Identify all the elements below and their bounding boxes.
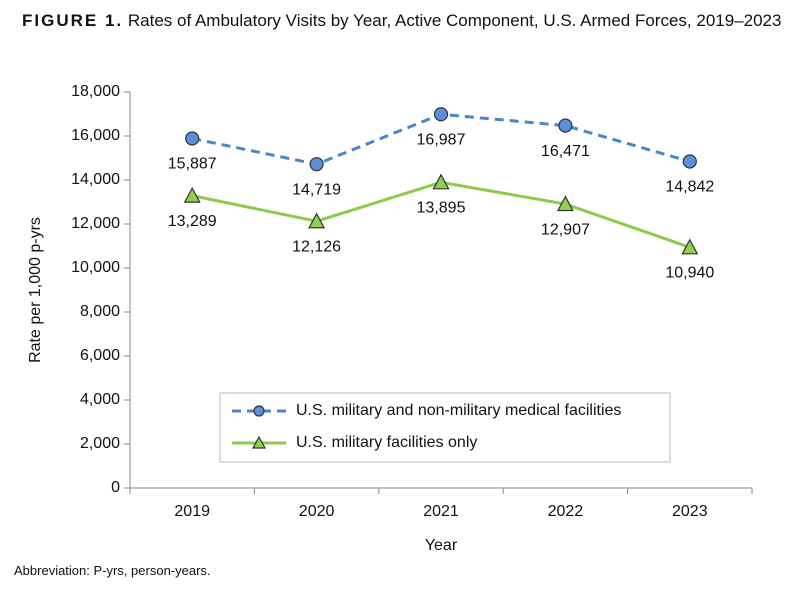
y-tick-label: 12,000 xyxy=(71,215,120,232)
data-point xyxy=(433,107,449,122)
x-tick-label: 2020 xyxy=(299,503,335,520)
x-tick-label: 2021 xyxy=(423,503,459,520)
y-axis-label: Rate per 1,000 p-yrs xyxy=(27,217,44,363)
data-label: 13,895 xyxy=(417,200,466,217)
chart-title: Rates of Ambulatory Visits by Year, Acti… xyxy=(127,11,782,30)
y-tick-label: 0 xyxy=(111,479,120,496)
title-block: FIGURE 1. Rates of Ambulatory Visits by … xyxy=(22,10,787,32)
y-tick-label: 4,000 xyxy=(80,391,120,408)
data-point xyxy=(309,157,324,172)
data-label: 16,471 xyxy=(541,143,590,160)
data-label: 14,719 xyxy=(292,181,341,198)
data-label: 14,842 xyxy=(665,179,714,196)
data-point xyxy=(556,195,574,212)
data-point xyxy=(308,212,326,229)
data-label: 15,887 xyxy=(168,156,217,173)
footnote: Abbreviation: P-yrs, person-years. xyxy=(14,563,211,578)
chart: Rate per 1,000 p-yrs Year 0 2,000 4,000 6,0… xyxy=(27,83,753,554)
data-point xyxy=(185,131,200,146)
y-tick-label: 14,000 xyxy=(71,171,120,188)
legend-label: U.S. military facilities only xyxy=(296,434,477,451)
data-label: 10,940 xyxy=(665,265,714,282)
legend-marker xyxy=(253,405,265,417)
data-point xyxy=(558,118,573,133)
y-tick-label: 18,000 xyxy=(71,83,120,100)
data-point xyxy=(183,186,201,203)
data-label: 12,126 xyxy=(292,238,341,255)
data-label: 12,907 xyxy=(541,221,590,238)
data-point xyxy=(681,238,699,255)
figure-label: FIGURE 1. xyxy=(22,11,124,30)
data-label: 13,289 xyxy=(168,213,217,230)
data-label: 16,987 xyxy=(417,132,466,149)
data-point xyxy=(432,173,450,190)
legend-label: U.S. military and non-military medical f… xyxy=(296,402,621,419)
y-tick-label: 2,000 xyxy=(80,435,120,452)
x-axis-label: Year xyxy=(425,537,458,554)
y-tick-label: 10,000 xyxy=(71,259,120,276)
x-tick-label: 2019 xyxy=(174,503,210,520)
x-tick-label: 2023 xyxy=(672,503,708,520)
legend-marker xyxy=(251,435,267,449)
data-point xyxy=(682,154,697,169)
y-tick-label: 8,000 xyxy=(80,303,120,320)
y-tick-label: 6,000 xyxy=(80,347,120,364)
legend-box xyxy=(219,392,671,463)
x-tick-label: 2022 xyxy=(548,503,584,520)
y-tick-label: 16,000 xyxy=(71,127,120,144)
